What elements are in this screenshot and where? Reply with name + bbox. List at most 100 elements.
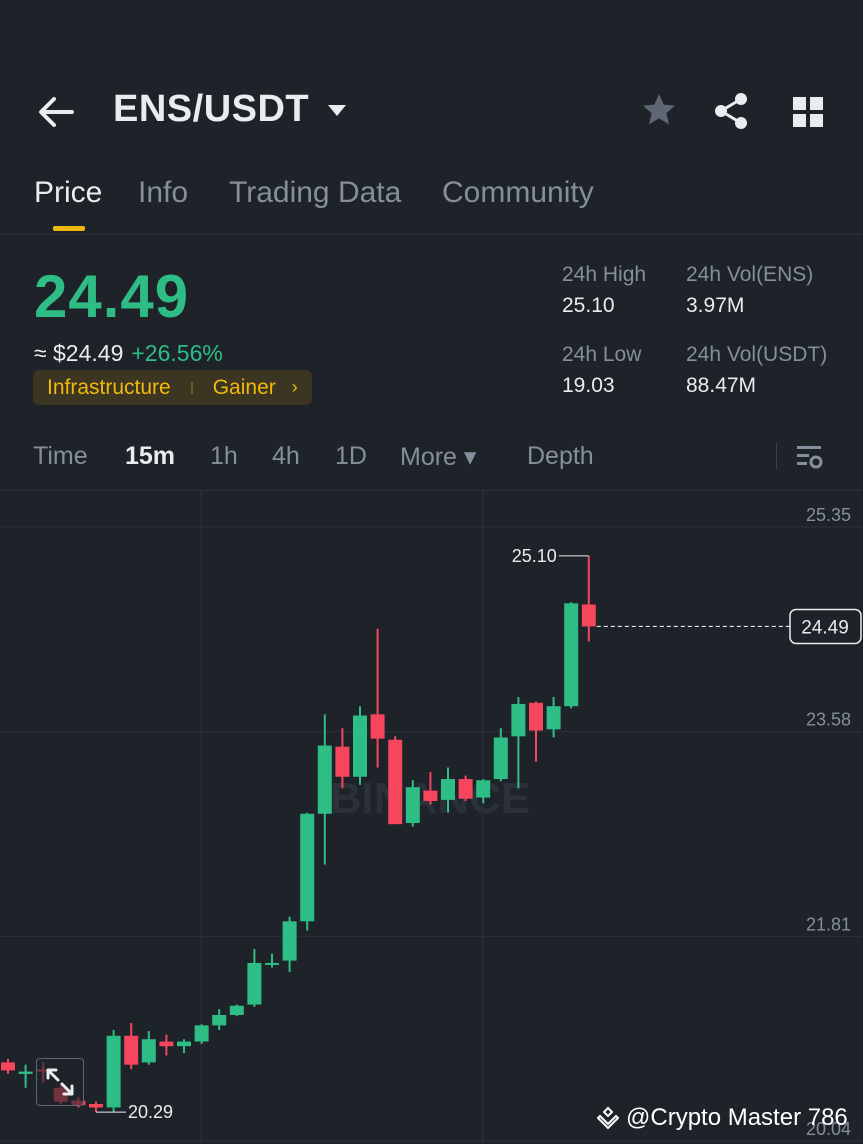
arrow-left-icon[interactable]: [36, 94, 76, 130]
y-tick-label: 23.58: [806, 710, 851, 730]
candle: [476, 779, 491, 804]
candle: [458, 775, 473, 802]
candle: [141, 1031, 156, 1065]
tag-divider: [190, 381, 193, 394]
candle: [106, 1029, 121, 1113]
candle: [405, 780, 420, 827]
stat-vol-usdt-value: 88.47M: [686, 374, 757, 397]
last-price: 24.49: [34, 263, 190, 330]
candle-body: [441, 779, 455, 800]
grid-icon[interactable]: [792, 96, 824, 128]
chevron-right-icon: ›: [291, 377, 298, 397]
stat-low-label: 24h Low: [562, 343, 642, 366]
top-bar: ENS/USDT: [0, 72, 863, 152]
candle-body: [124, 1035, 139, 1065]
credit-text: @Crypto Master 786: [626, 1104, 848, 1131]
tag-gainer[interactable]: Gainer: [212, 375, 276, 399]
fiat-price-line: ≈ $24.49 +26.56%: [34, 340, 223, 367]
candle: [212, 1009, 227, 1030]
candle: [581, 555, 596, 642]
interval-divider: [776, 442, 777, 470]
binance-logo-icon: [596, 1106, 620, 1130]
section-tabs: Price Info Trading Data Community: [0, 170, 863, 235]
candle-body: [106, 1035, 121, 1108]
candle-body: [229, 1005, 244, 1015]
candle-body: [405, 787, 420, 824]
category-tags[interactable]: Infrastructure Gainer ›: [33, 370, 312, 405]
candle-body: [458, 779, 473, 799]
watermark-credit: @Crypto Master 786: [596, 1104, 848, 1132]
candle: [423, 772, 438, 805]
candle-body: [317, 745, 332, 814]
candle: [282, 916, 297, 973]
candle: [335, 728, 350, 789]
candle-body: [141, 1039, 156, 1063]
candle-body: [282, 921, 297, 961]
candle: [370, 628, 385, 768]
low-marker-label: 20.29: [128, 1102, 173, 1122]
stat-vol-usdt-label: 24h Vol(USDT): [686, 343, 828, 366]
candle: [159, 1034, 174, 1056]
candle: [247, 949, 262, 1007]
tab-trading-data[interactable]: Trading Data: [229, 176, 402, 209]
tab-info[interactable]: Info: [138, 176, 189, 209]
candle-body: [546, 706, 561, 730]
candle-body: [370, 714, 385, 739]
interval-time[interactable]: Time: [33, 442, 88, 470]
candle-body: [300, 813, 315, 922]
change-percent: +26.56%: [131, 340, 223, 366]
interval-15m[interactable]: 15m: [125, 442, 176, 470]
y-tick-label: 20.04: [806, 1119, 851, 1139]
stat-high-label: 24h High: [562, 263, 647, 286]
interval-4h[interactable]: 4h: [272, 442, 300, 470]
expand-chart-button[interactable]: [36, 1058, 84, 1106]
candle-body: [335, 746, 350, 777]
chart-settings-icon[interactable]: [795, 442, 825, 472]
candle: [388, 736, 403, 825]
candle-body: [177, 1041, 191, 1047]
star-icon[interactable]: [641, 92, 677, 128]
tab-price[interactable]: Price: [34, 176, 103, 209]
stat-low-value: 19.03: [562, 374, 615, 397]
candle-body: [89, 1103, 103, 1108]
candle: [194, 1024, 209, 1044]
interval-depth[interactable]: Depth: [527, 442, 594, 470]
high-marker-label: 25.10: [512, 546, 557, 566]
candle: [1, 1058, 15, 1074]
share-icon[interactable]: [712, 92, 750, 130]
interval-1d[interactable]: 1D: [335, 442, 367, 470]
candle: [18, 1064, 33, 1088]
trading-pair-title[interactable]: ENS/USDT: [113, 88, 310, 130]
candle: [265, 953, 279, 968]
candle-body: [265, 962, 279, 965]
candle: [546, 696, 561, 738]
candle: [177, 1039, 191, 1054]
candle-body: [194, 1025, 209, 1042]
candle: [564, 602, 579, 709]
candle: [511, 696, 526, 789]
candle: [441, 767, 455, 813]
interval-bar: Time 15m 1h 4h 1D More ▾ Depth: [0, 430, 863, 491]
y-tick-label: 21.81: [806, 914, 851, 934]
caret-down-icon[interactable]: [326, 102, 348, 118]
tag-infrastructure[interactable]: Infrastructure: [47, 375, 171, 399]
interval-more[interactable]: More ▾: [400, 443, 477, 471]
candle: [300, 812, 315, 931]
tab-community[interactable]: Community: [442, 176, 594, 209]
candle: [493, 728, 508, 782]
candle-body: [493, 737, 508, 780]
candle-body: [423, 790, 438, 802]
candle: [229, 1004, 244, 1017]
candle: [353, 706, 367, 785]
candle-body: [159, 1041, 174, 1047]
candle: [317, 714, 332, 865]
expand-icon: [46, 1068, 74, 1096]
candle-body: [247, 962, 262, 1005]
stat-high-value: 25.10: [562, 294, 615, 317]
y-tick-label: 25.35: [806, 505, 851, 525]
candle-body: [529, 702, 543, 731]
interval-1h[interactable]: 1h: [210, 442, 238, 470]
candle: [89, 1101, 103, 1113]
candle-body: [353, 715, 367, 777]
